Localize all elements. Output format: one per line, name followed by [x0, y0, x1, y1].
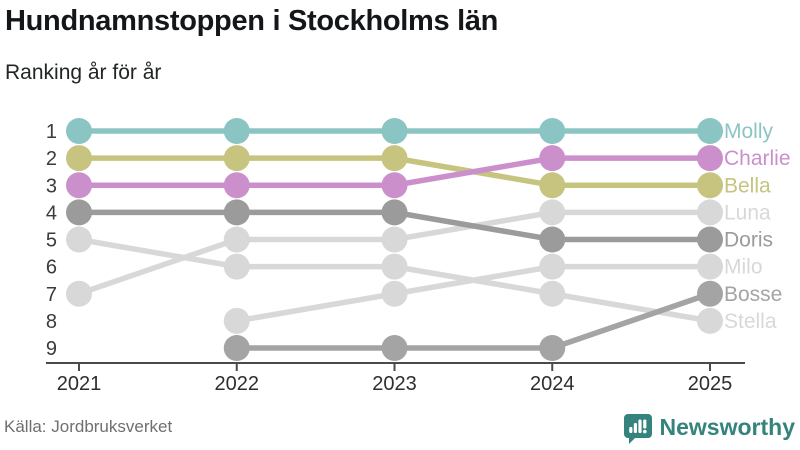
data-point — [381, 253, 408, 280]
data-point — [697, 199, 723, 226]
series-bella — [66, 145, 723, 199]
rank-tick-label: 5 — [46, 230, 57, 252]
data-point — [66, 199, 92, 226]
data-point — [697, 280, 723, 307]
data-point — [223, 307, 250, 334]
data-point — [539, 335, 566, 361]
data-point — [697, 253, 723, 280]
data-point — [66, 145, 92, 172]
data-point — [66, 280, 92, 307]
data-point — [697, 307, 723, 334]
series-label-bella: Bella — [724, 174, 771, 197]
series-doris — [66, 199, 723, 253]
data-point — [223, 335, 250, 361]
year-tick-label: 2023 — [372, 373, 417, 395]
series-label-molly: Molly — [724, 120, 774, 143]
year-tick-label: 2024 — [530, 373, 575, 395]
data-point — [697, 145, 723, 172]
series-label-bosse: Bosse — [724, 283, 782, 306]
series-line — [236, 263, 710, 324]
data-point — [697, 118, 723, 144]
rank-tick-label: 7 — [46, 284, 57, 306]
data-point — [539, 253, 566, 280]
series-label-milo: Milo — [724, 256, 763, 279]
data-point — [223, 172, 250, 199]
source-note: Källa: Jordbruksverket — [4, 417, 173, 436]
data-point — [223, 118, 250, 144]
data-point — [66, 226, 92, 253]
data-point — [381, 118, 408, 144]
rank-tick-label: 9 — [46, 338, 57, 360]
data-point — [66, 118, 92, 144]
data-point — [697, 172, 723, 199]
data-point — [381, 335, 408, 361]
rank-tick-label: 4 — [46, 202, 57, 224]
data-point — [539, 172, 566, 199]
data-point — [539, 226, 566, 253]
rank-tick-label: 8 — [46, 311, 57, 333]
series-milo — [223, 253, 723, 334]
series-molly — [66, 118, 723, 144]
series-label-charlie: Charlie — [724, 147, 791, 170]
series-label-luna: Luna — [724, 201, 771, 224]
data-point — [223, 226, 250, 253]
newsworthy-icon — [623, 414, 652, 444]
x-axis: 2021 2022 2023 2024 2025 — [46, 362, 745, 395]
data-point — [381, 145, 408, 172]
series-luna — [66, 199, 723, 307]
page-title: Hundnamnstoppen i Stockholms län — [5, 5, 499, 37]
brand-name: Newsworthy — [659, 414, 795, 440]
series-label-doris: Doris — [724, 229, 773, 252]
rank-axis-labels: 1 2 3 4 5 6 7 8 9 — [46, 121, 57, 360]
data-point — [223, 199, 250, 226]
year-tick-label: 2022 — [215, 373, 260, 395]
data-point — [381, 280, 408, 307]
rank-tick-label: 6 — [46, 257, 57, 279]
year-tick-label: 2025 — [688, 373, 733, 395]
page-subtitle: Ranking år för år — [5, 61, 162, 84]
data-point — [223, 253, 250, 280]
data-point — [66, 172, 92, 199]
rank-tick-label: 3 — [46, 175, 57, 197]
data-point — [381, 226, 408, 253]
data-point — [223, 145, 250, 172]
data-point — [539, 199, 566, 226]
data-point — [539, 118, 566, 144]
year-tick-label: 2021 — [57, 373, 102, 395]
series-line — [236, 291, 711, 351]
series-end-labels: Stella Luna Milo Bosse Doris Molly Bella Charli… — [724, 120, 791, 333]
rank-tick-label: 1 — [46, 121, 57, 143]
bump-chart: 1 2 3 4 5 6 7 8 9 Stella Luna Milo Bosse Doris Molly Be… — [46, 118, 791, 395]
brand-logo: Newsworthy — [622, 411, 795, 444]
series-label-stella: Stella — [724, 310, 777, 333]
series-bosse — [223, 280, 723, 361]
data-point — [697, 226, 723, 253]
series-charlie — [66, 145, 723, 199]
data-point — [381, 199, 408, 226]
data-point — [381, 172, 408, 199]
data-point — [539, 145, 566, 172]
data-point — [539, 280, 566, 307]
rank-tick-label: 2 — [46, 148, 57, 170]
